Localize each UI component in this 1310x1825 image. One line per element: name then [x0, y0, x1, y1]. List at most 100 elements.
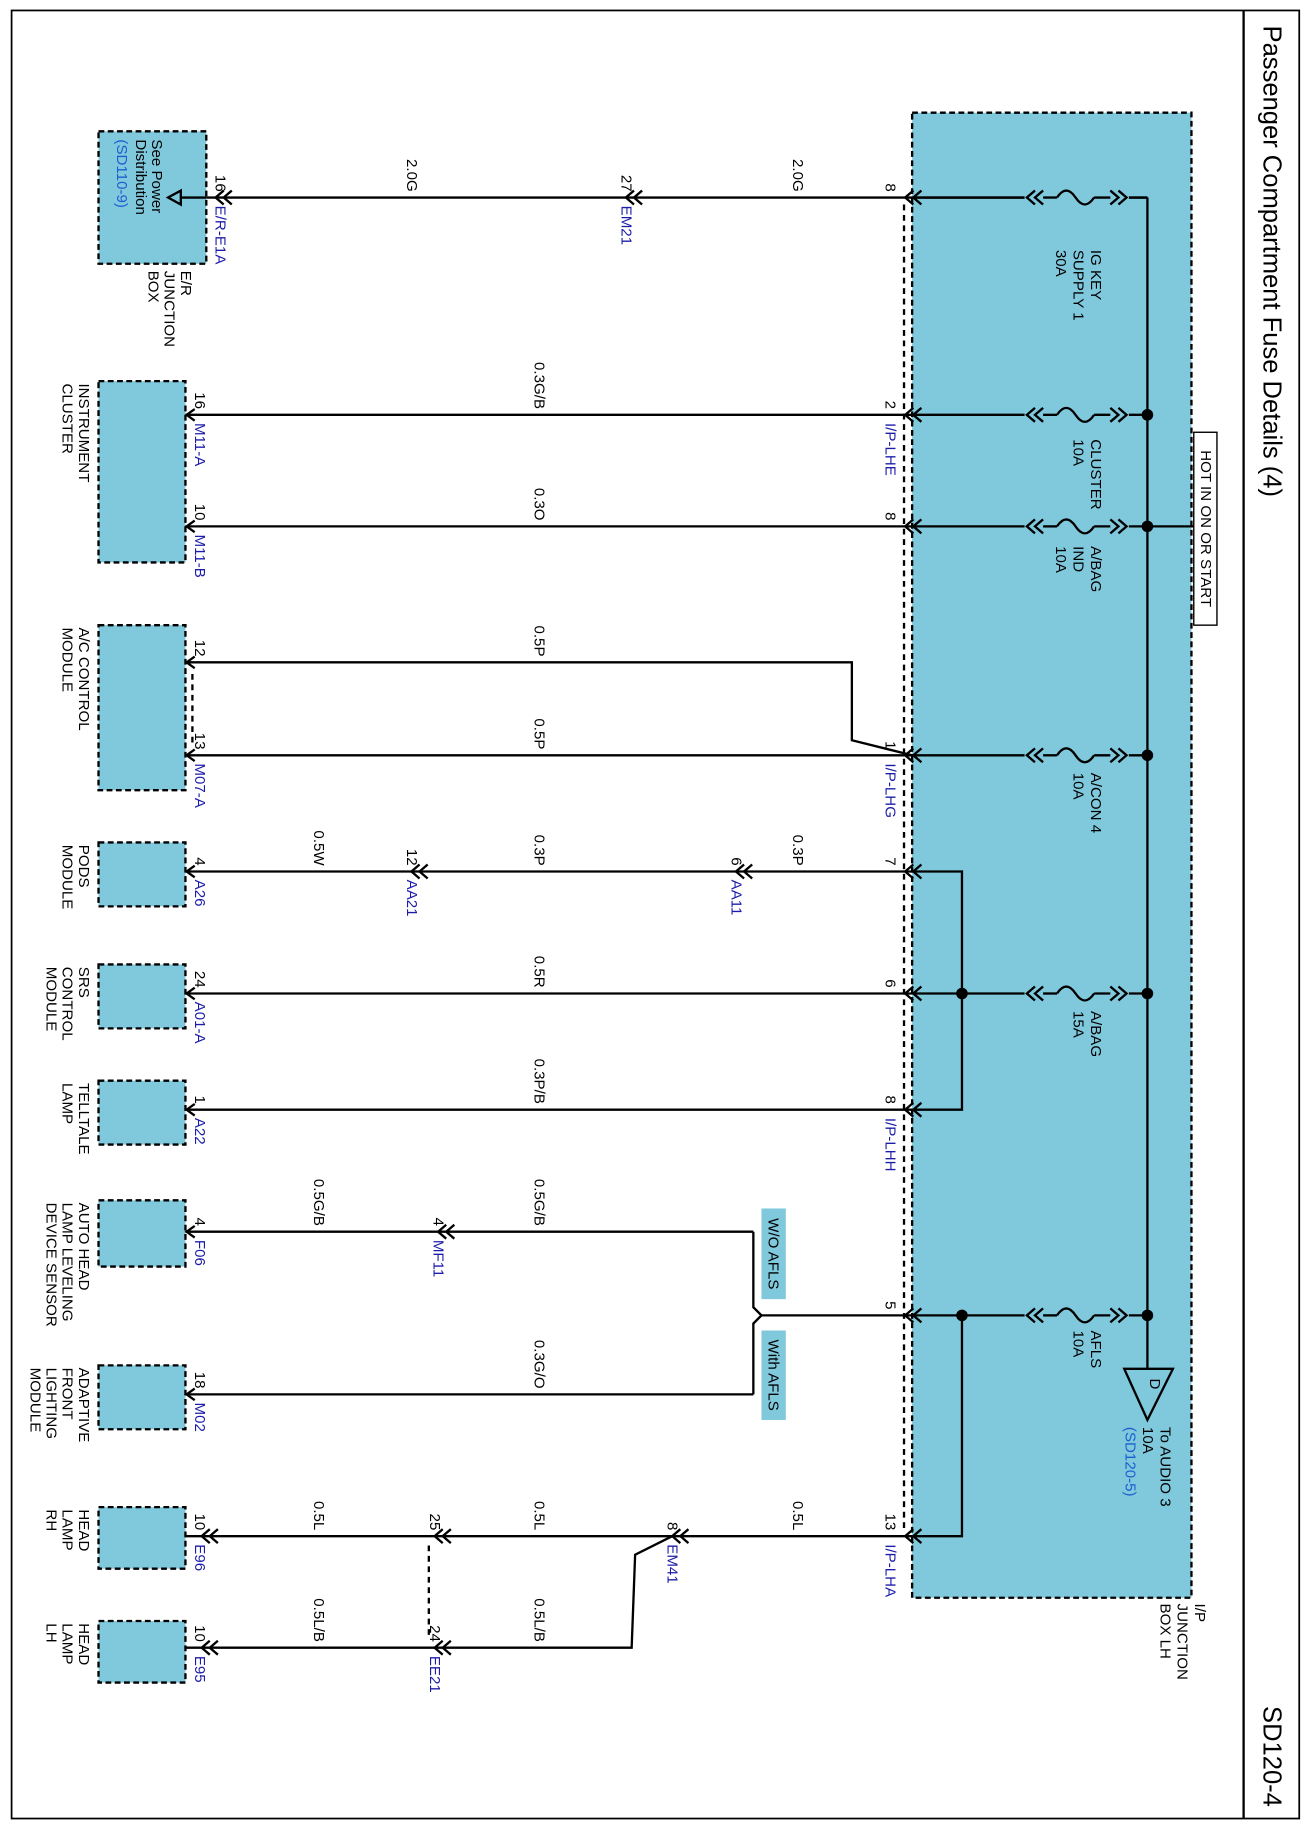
pin-tip [184, 748, 196, 763]
pin-number: 8 [664, 1522, 681, 1530]
component-box [97, 1199, 187, 1268]
connector-symbol [1025, 985, 1044, 1002]
component-label: A/C CONTROL [75, 627, 92, 730]
wire [752, 1231, 764, 1395]
title: Passenger Compartment Fuse Details (4) [1257, 26, 1285, 497]
pin-number: 6 [727, 857, 744, 865]
pin-number: 16 [212, 175, 229, 192]
fuse [1056, 189, 1096, 206]
pin-number: 27 [617, 175, 634, 192]
hot-label-box [1193, 431, 1218, 626]
connector-symbol [1025, 406, 1044, 423]
component-note: See Power [148, 139, 165, 213]
component-label: LH [43, 1623, 60, 1642]
connector-symbol [903, 189, 923, 206]
pin-number: 12 [403, 849, 420, 866]
connector-id: M07-A [191, 763, 208, 808]
pin-number: 24 [191, 971, 208, 988]
option-label: W/O AFLS [765, 1218, 782, 1289]
connector-id: M11-A [191, 423, 208, 467]
connector-symbol [903, 863, 923, 880]
fuse [1056, 406, 1096, 423]
connector-symbol [734, 863, 753, 880]
component-label: ADAPTIVE [75, 1368, 92, 1443]
component-label: DEVICE SENSOR [43, 1203, 60, 1327]
connector-symbol [436, 1223, 456, 1240]
wire-spec: 0.5L/B [530, 1598, 547, 1642]
connector-symbol [432, 1639, 452, 1656]
junction-box-label: BOX LH [1156, 1604, 1173, 1659]
fuse-label: 10A [1069, 773, 1086, 801]
wire [185, 661, 913, 757]
connector-id: M02 [191, 1403, 208, 1432]
component-box [97, 1505, 187, 1570]
component-label: CLUSTER [59, 383, 76, 454]
component-label: CONTROL [59, 967, 76, 1041]
component-label: FRONT [59, 1368, 76, 1420]
wire-spec: 0.3P [789, 835, 806, 866]
pin-number: 16 [191, 392, 208, 409]
pin-tip [184, 408, 196, 422]
connector-id: MF11 [430, 1240, 447, 1277]
splice [1141, 749, 1154, 762]
component-label: LAMP [59, 1623, 76, 1664]
pin-number: 8 [882, 512, 899, 520]
connector-symbol [903, 1307, 923, 1324]
wire-spec: 0.3P [530, 835, 547, 866]
component-label: MODULE [59, 627, 76, 692]
splice [956, 1309, 968, 1322]
splice [1141, 520, 1154, 533]
pin-number: 2 [882, 401, 899, 409]
connector-id: E/R-E1A [212, 206, 229, 266]
output-ref: (SD120-5) [1122, 1427, 1139, 1497]
output-label: 10A [1139, 1427, 1156, 1455]
component-label: BOX [144, 271, 161, 303]
component-ref: (SD110-9) [113, 139, 130, 208]
component-label: PODS [75, 845, 92, 888]
option-label: With AFLS [765, 1340, 782, 1411]
option-box [761, 1208, 786, 1300]
component-label: MODULE [59, 845, 76, 910]
pin-number: 1 [882, 741, 899, 749]
component-label: E/R [177, 271, 194, 296]
connector-symbol [1109, 406, 1129, 423]
component-label: SRS [75, 967, 92, 998]
pin-number: 1 [191, 1095, 208, 1103]
pin-number: 10 [191, 1514, 208, 1531]
output-symbol: D [1146, 1378, 1163, 1389]
connector-symbol [903, 747, 923, 764]
pin-number: 12 [191, 640, 208, 657]
wire-spec: 0.5G/B [310, 1179, 327, 1226]
splice [1141, 409, 1154, 421]
fuse [1056, 747, 1096, 764]
fuse-label: A/BAG [1087, 546, 1104, 592]
connector-id: I/P-LHH [882, 1118, 899, 1172]
wire-spec: 0.3G/B [530, 362, 547, 409]
junction-box [910, 111, 1193, 1599]
component-note: Distribution [132, 139, 149, 215]
connector-symbol [213, 189, 233, 206]
wire-spec: 0.5L/B [310, 1598, 327, 1642]
pin-number: 5 [882, 1301, 899, 1309]
pin-number: 25 [426, 1514, 443, 1531]
component-box [97, 963, 187, 1030]
connector-symbol [903, 1528, 923, 1545]
splice [1141, 987, 1154, 1000]
pin-tip [184, 1387, 196, 1402]
pin-tip [184, 519, 196, 534]
connector-symbol [1025, 189, 1044, 206]
connector-id: I/P-LHA [882, 1544, 899, 1598]
connector-id: I/P-LHE [882, 423, 899, 476]
wire-spec: 0.5L [789, 1501, 806, 1530]
fuse-label: IND [1069, 546, 1086, 572]
pin-number: 18 [191, 1372, 208, 1389]
wire-spec: 0.5L [530, 1501, 547, 1530]
wire-spec: 0.5P [530, 718, 547, 749]
connector-symbol [1109, 985, 1129, 1002]
wire [912, 1315, 964, 1538]
connector-symbol [624, 189, 643, 206]
pin-tip [184, 1102, 196, 1117]
connector-id: F06 [191, 1240, 208, 1266]
fuse-label: CLUSTER [1087, 439, 1104, 510]
connector-symbol [1109, 518, 1129, 535]
